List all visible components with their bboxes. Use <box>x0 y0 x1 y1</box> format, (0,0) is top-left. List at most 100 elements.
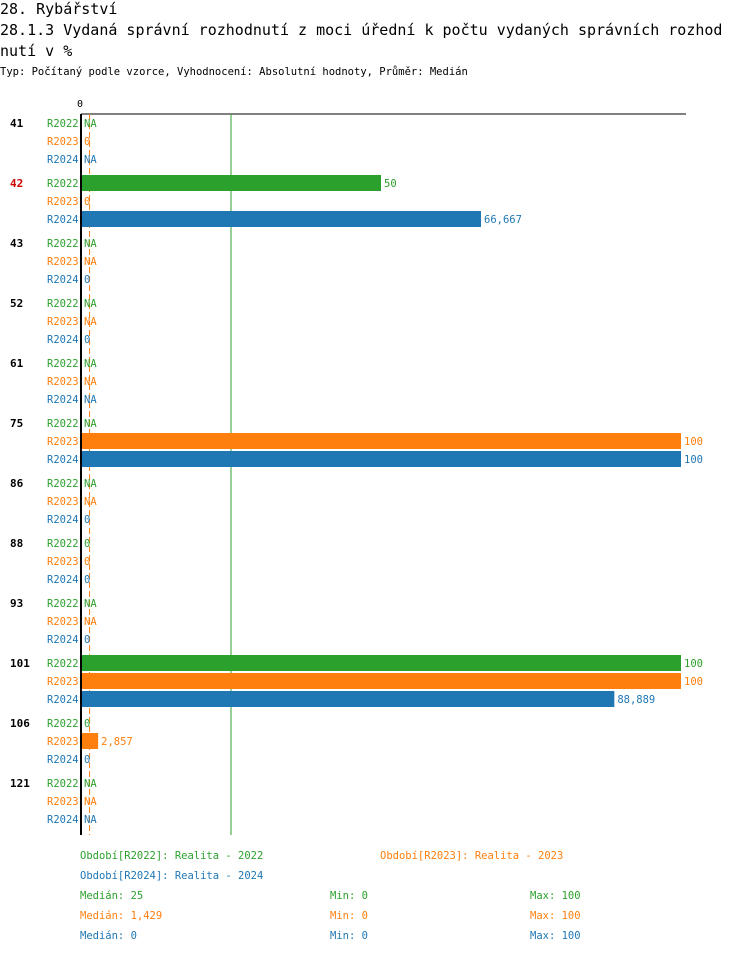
data-label: NA <box>84 376 97 388</box>
data-label: 2,857 <box>101 736 133 748</box>
data-label: NA <box>84 814 97 826</box>
series-row-label: R2022 <box>47 118 79 130</box>
legend-item-r2022: Období[R2022]: Realita - 2022 <box>80 850 264 862</box>
legend-item-r2023: Období[R2023]: Realita - 2023 <box>380 850 564 862</box>
series-row-label: R2024 <box>47 754 79 766</box>
chart-subtitle: Typ: Počítaný podle vzorce, Vyhodnocení:… <box>0 66 468 78</box>
stat-median-r2022: Medián: 25 <box>80 890 144 902</box>
series-row-label: R2024 <box>47 574 79 586</box>
series-row-label: R2022 <box>47 658 79 670</box>
data-label: NA <box>84 478 97 490</box>
series-row-label: R2024 <box>47 634 79 646</box>
bar-r2022 <box>81 175 381 191</box>
data-label: 0 <box>84 574 90 586</box>
category-label: 88 <box>10 537 23 550</box>
data-label: 0 <box>84 274 90 286</box>
series-row-label: R2022 <box>47 538 79 550</box>
series-row-label: R2022 <box>47 178 79 190</box>
data-label: NA <box>84 118 97 130</box>
data-label: 0 <box>84 754 90 766</box>
series-row-label: R2022 <box>47 718 79 730</box>
category-label: 41 <box>10 117 24 130</box>
data-label: NA <box>84 496 97 508</box>
bar-r2023 <box>81 673 681 689</box>
bar-r2024 <box>81 211 482 227</box>
data-label: NA <box>84 616 97 628</box>
bar-r2023 <box>81 733 99 749</box>
data-label: NA <box>84 796 97 808</box>
series-row-label: R2023 <box>47 496 79 508</box>
data-label: NA <box>84 778 97 790</box>
series-row-label: R2023 <box>47 316 79 328</box>
bar-r2023 <box>81 433 681 449</box>
data-label: 100 <box>684 436 703 448</box>
data-label: NA <box>84 598 97 610</box>
series-row-label: R2024 <box>47 454 79 466</box>
x-tick-label-zero: 0 <box>77 99 83 110</box>
data-label: 0 <box>84 538 90 550</box>
stat-max-r2022: Max: 100 <box>530 890 581 902</box>
category-label: 101 <box>10 657 30 670</box>
bar-r2024 <box>81 691 615 707</box>
series-row-label: R2023 <box>47 676 79 688</box>
data-label: 66,667 <box>484 214 522 226</box>
category-label: 61 <box>10 357 24 370</box>
category-label: 93 <box>10 597 23 610</box>
series-row-label: R2024 <box>47 394 79 406</box>
series-row-label: R2022 <box>47 418 79 430</box>
series-row-label: R2024 <box>47 274 79 286</box>
series-row-label: R2022 <box>47 358 79 370</box>
category-label: 52 <box>10 297 23 310</box>
stat-median-r2024: Medián: 0 <box>80 930 137 942</box>
series-row-label: R2022 <box>47 778 79 790</box>
data-label: NA <box>84 256 97 268</box>
series-row-label: R2022 <box>47 238 79 250</box>
series-row-label: R2023 <box>47 376 79 388</box>
series-row-label: R2024 <box>47 214 79 226</box>
series-row-label: R2024 <box>47 154 79 166</box>
data-label: 0 <box>84 196 90 208</box>
data-label: NA <box>84 394 97 406</box>
series-row-label: R2023 <box>47 436 79 448</box>
stat-min-r2024: Min: 0 <box>330 930 368 942</box>
data-label: NA <box>84 154 97 166</box>
data-label: 0 <box>84 556 90 568</box>
data-label: 0 <box>84 334 90 346</box>
series-row-label: R2023 <box>47 556 79 568</box>
data-label: 50 <box>384 178 397 190</box>
data-label: NA <box>84 298 97 310</box>
series-row-label: R2022 <box>47 298 79 310</box>
series-row-label: R2023 <box>47 736 79 748</box>
data-label: 100 <box>684 454 703 466</box>
data-label: 0 <box>84 136 90 148</box>
stat-min-r2023: Min: 0 <box>330 910 368 922</box>
data-label: 100 <box>684 676 703 688</box>
series-row-label: R2023 <box>47 616 79 628</box>
series-row-label: R2024 <box>47 694 79 706</box>
series-row-label: R2023 <box>47 796 79 808</box>
category-label: 42 <box>10 177 23 190</box>
series-row-label: R2022 <box>47 478 79 490</box>
series-row-label: R2023 <box>47 256 79 268</box>
series-row-label: R2024 <box>47 334 79 346</box>
bar-r2024 <box>81 451 681 467</box>
data-label: NA <box>84 358 97 370</box>
data-label: NA <box>84 316 97 328</box>
series-row-label: R2022 <box>47 598 79 610</box>
chart-title-line-1: 28.1.3 Vydaná správní rozhodnutí z moci … <box>0 21 723 39</box>
data-label: 0 <box>84 514 90 526</box>
data-label: 88,889 <box>617 694 655 706</box>
series-row-label: R2023 <box>47 196 79 208</box>
category-label: 106 <box>10 717 30 730</box>
category-label: 75 <box>10 417 23 430</box>
bar-r2022 <box>81 655 681 671</box>
data-label: 0 <box>84 718 90 730</box>
stat-median-r2023: Medián: 1,429 <box>80 910 163 922</box>
series-row-label: R2023 <box>47 136 79 148</box>
category-label: 86 <box>10 477 24 490</box>
data-label: NA <box>84 418 97 430</box>
category-label: 121 <box>10 777 30 790</box>
stat-min-r2022: Min: 0 <box>330 890 368 902</box>
series-row-label: R2024 <box>47 814 79 826</box>
